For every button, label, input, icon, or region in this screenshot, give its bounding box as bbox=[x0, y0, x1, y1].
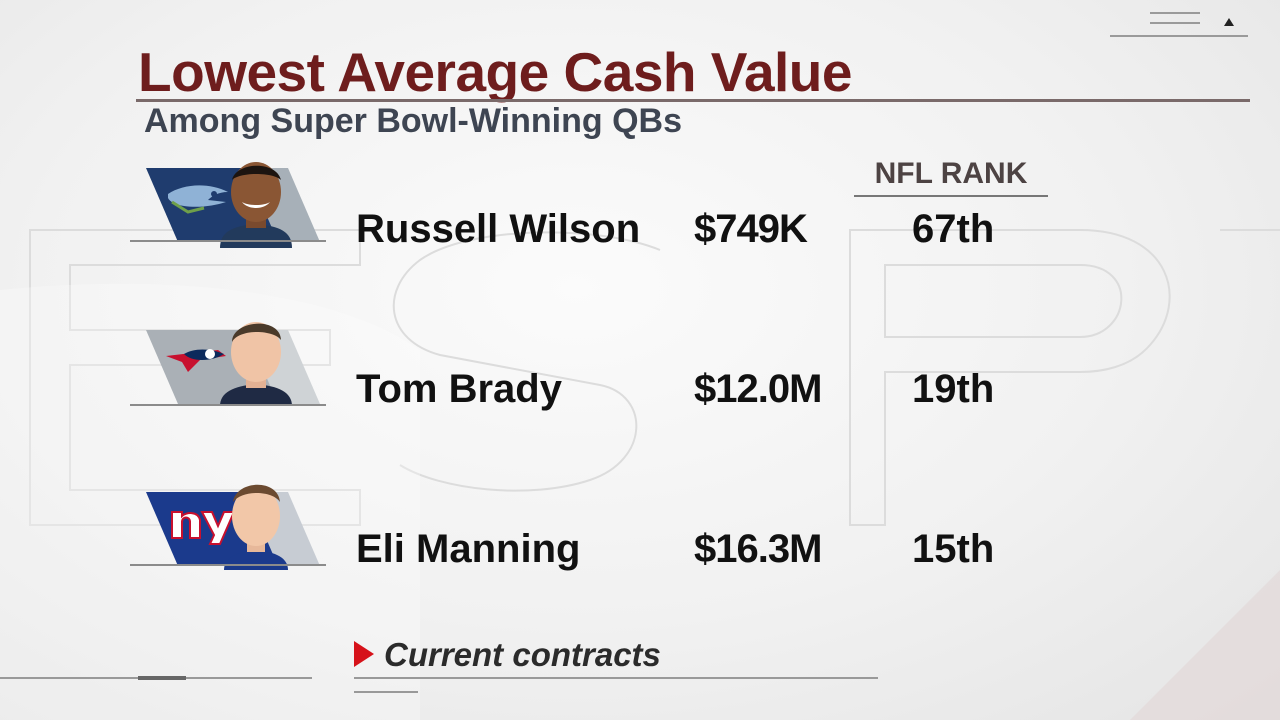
player-headshot-icon bbox=[220, 322, 292, 406]
cash-value: $16.3M bbox=[694, 527, 822, 571]
red-triangle-marker-icon bbox=[354, 641, 374, 668]
row-underline bbox=[130, 564, 326, 566]
footnote: Current contracts bbox=[354, 636, 661, 674]
graphic-title: Lowest Average Cash Value bbox=[138, 41, 853, 103]
indicator-line bbox=[1150, 12, 1200, 14]
bottom-rule-short bbox=[354, 691, 418, 693]
cash-value: $12.0M bbox=[694, 367, 822, 411]
rank-column-header: NFL RANK bbox=[874, 157, 1028, 190]
player-headshot-icon bbox=[224, 484, 288, 570]
row-underline bbox=[130, 404, 326, 406]
nfl-rank: 15th bbox=[912, 527, 995, 571]
player-row-russell-wilson: Russell Wilson $749K 67th bbox=[0, 150, 1280, 251]
graphic-subtitle: Among Super Bowl-Winning QBs bbox=[144, 102, 682, 140]
player-row-tom-brady: Tom Brady $12.0M 19th bbox=[0, 310, 1280, 411]
player-name: Eli Manning bbox=[356, 527, 581, 571]
player-name: Russell Wilson bbox=[356, 207, 641, 251]
player-avatar-group bbox=[128, 152, 326, 248]
up-arrow-icon bbox=[1224, 18, 1234, 26]
indicator-rule bbox=[1110, 35, 1248, 37]
cash-value: $749K bbox=[694, 207, 808, 251]
row-underline bbox=[130, 240, 326, 242]
top-right-indicator bbox=[1110, 8, 1250, 38]
rank-header-rule bbox=[854, 195, 1048, 197]
nfl-rank: 67th bbox=[912, 207, 995, 251]
title-divider bbox=[136, 99, 1250, 102]
player-name: Tom Brady bbox=[356, 367, 562, 411]
player-row-eli-manning: Eli Manning $16.3M 15th bbox=[0, 470, 1280, 571]
nfl-rank: 19th bbox=[912, 367, 995, 411]
footnote-text: Current contracts bbox=[384, 636, 661, 673]
indicator-line bbox=[1150, 22, 1200, 24]
player-avatar-group bbox=[128, 474, 326, 570]
player-headshot-icon bbox=[220, 162, 292, 248]
bottom-rule bbox=[354, 677, 878, 679]
player-avatar-group bbox=[128, 310, 326, 406]
bottom-rule-accent bbox=[138, 676, 186, 680]
